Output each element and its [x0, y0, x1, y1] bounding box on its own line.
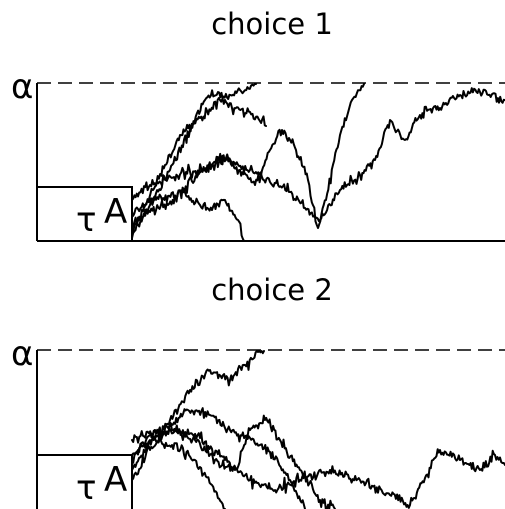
random-walk-path — [131, 83, 257, 234]
random-walk-path — [131, 186, 245, 242]
nondecision-time-label: τ — [76, 200, 96, 240]
random-walk-path — [131, 87, 505, 222]
panel-title: choice 2 — [211, 273, 333, 307]
random-walk-path — [131, 89, 267, 239]
random-walks — [131, 350, 505, 509]
random-walk-path — [131, 424, 505, 509]
random-walk-path — [131, 436, 226, 509]
panel-title: choice 1 — [211, 7, 333, 41]
panel-choice-2: choice 2 α τ A — [11, 273, 505, 509]
random-walk-path — [131, 407, 306, 509]
threshold-label: α — [11, 334, 33, 374]
start-point-label: A — [104, 192, 127, 232]
start-point-label: A — [104, 460, 127, 500]
threshold-label: α — [11, 67, 33, 107]
nondecision-time-label: τ — [76, 468, 96, 508]
panel-choice-1: choice 1 α τ A — [11, 7, 505, 242]
random-walk-path — [131, 83, 365, 229]
random-walks — [131, 83, 505, 242]
random-walk-path — [131, 350, 265, 481]
